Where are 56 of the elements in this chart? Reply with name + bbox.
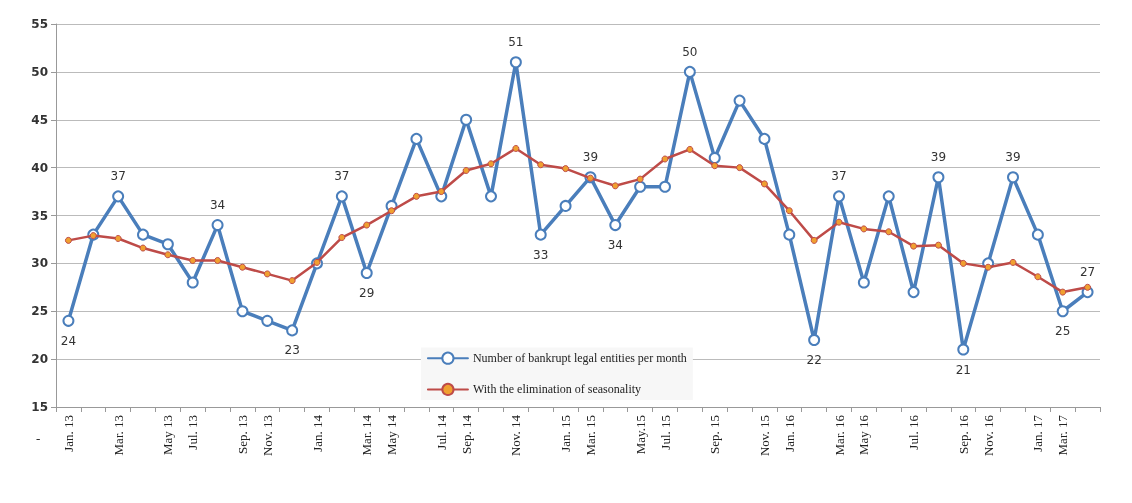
x-tick-label: May 16	[856, 414, 872, 456]
data-label: 21	[955, 362, 971, 377]
x-tick-label: Jan. 14	[309, 414, 325, 452]
x-tick-label: Nov. 13	[259, 415, 275, 457]
x-tick-label: Nov. 14	[508, 414, 524, 457]
x-tick-label: Mar. 17	[1055, 414, 1071, 456]
data-label: 22	[806, 352, 822, 367]
x-tick-label: Nov. 16	[980, 414, 996, 457]
x-tick-label: May 13	[160, 415, 176, 456]
y-tick-label: 25	[31, 304, 48, 319]
x-tick-label: Jul. 16	[906, 414, 922, 450]
x-tick-label: Nov. 15	[756, 415, 772, 457]
x-tick-label: Jul. 13	[185, 415, 201, 450]
data-label: 34	[607, 238, 623, 253]
data-label: 50	[682, 44, 698, 59]
x-tick-label: Jul. 14	[433, 414, 449, 450]
x-tick-label: Jan. 17	[1030, 414, 1046, 452]
y-tick-label: 45	[31, 112, 48, 127]
x-tick-label: Jan. 16	[781, 414, 797, 452]
x-tick-label: Mar. 15	[582, 415, 598, 456]
legend-label: With the elimination of seasonality	[472, 382, 642, 397]
y-tick-label: 20	[31, 352, 48, 367]
legend-label: Number of bankrupt legal entities per month	[472, 351, 687, 366]
x-tick-label: Sep. 16	[955, 414, 971, 454]
y-tick-label: 55	[31, 17, 48, 31]
data-label: 34	[209, 198, 226, 213]
x-tick-label: May 14	[384, 414, 400, 456]
x-tick-label: Sep. 15	[707, 415, 723, 454]
data-label: 39	[1005, 150, 1021, 165]
data-label: 37	[334, 169, 350, 184]
data-label: 27	[1079, 265, 1096, 280]
x-tick-label: Jan. 13	[60, 415, 76, 452]
data-label: 37	[110, 169, 126, 184]
x-tick-label: Mar. 14	[359, 414, 375, 456]
data-label: 39	[582, 150, 599, 165]
x-tick-label: Mar. 16	[831, 414, 847, 456]
x-tick-label: Sep. 13	[234, 415, 250, 454]
data-label: 25	[1055, 324, 1071, 339]
data-label: 29	[359, 285, 375, 300]
y-tick-label: 40	[31, 160, 48, 175]
data-label: 37	[831, 169, 847, 184]
x-tick-label: Jan. 15	[558, 415, 574, 452]
data-label: 23	[284, 343, 300, 358]
y-tick-label: 35	[31, 208, 48, 223]
text: -	[36, 431, 41, 446]
y-tick-label: 30	[31, 256, 48, 271]
y-tick-label: 15	[31, 400, 48, 414]
data-label: 24	[60, 333, 77, 348]
x-tick-label: Sep. 14	[458, 414, 474, 454]
data-label: 33	[533, 247, 549, 262]
data-label: 51	[508, 35, 524, 50]
x-tick-label: Jul. 15	[657, 415, 673, 450]
data-label: 39	[930, 150, 947, 165]
y-tick-label: 50	[31, 64, 48, 79]
x-tick-label: May.15	[632, 415, 648, 455]
x-tick-label: Mar. 13	[110, 415, 126, 456]
